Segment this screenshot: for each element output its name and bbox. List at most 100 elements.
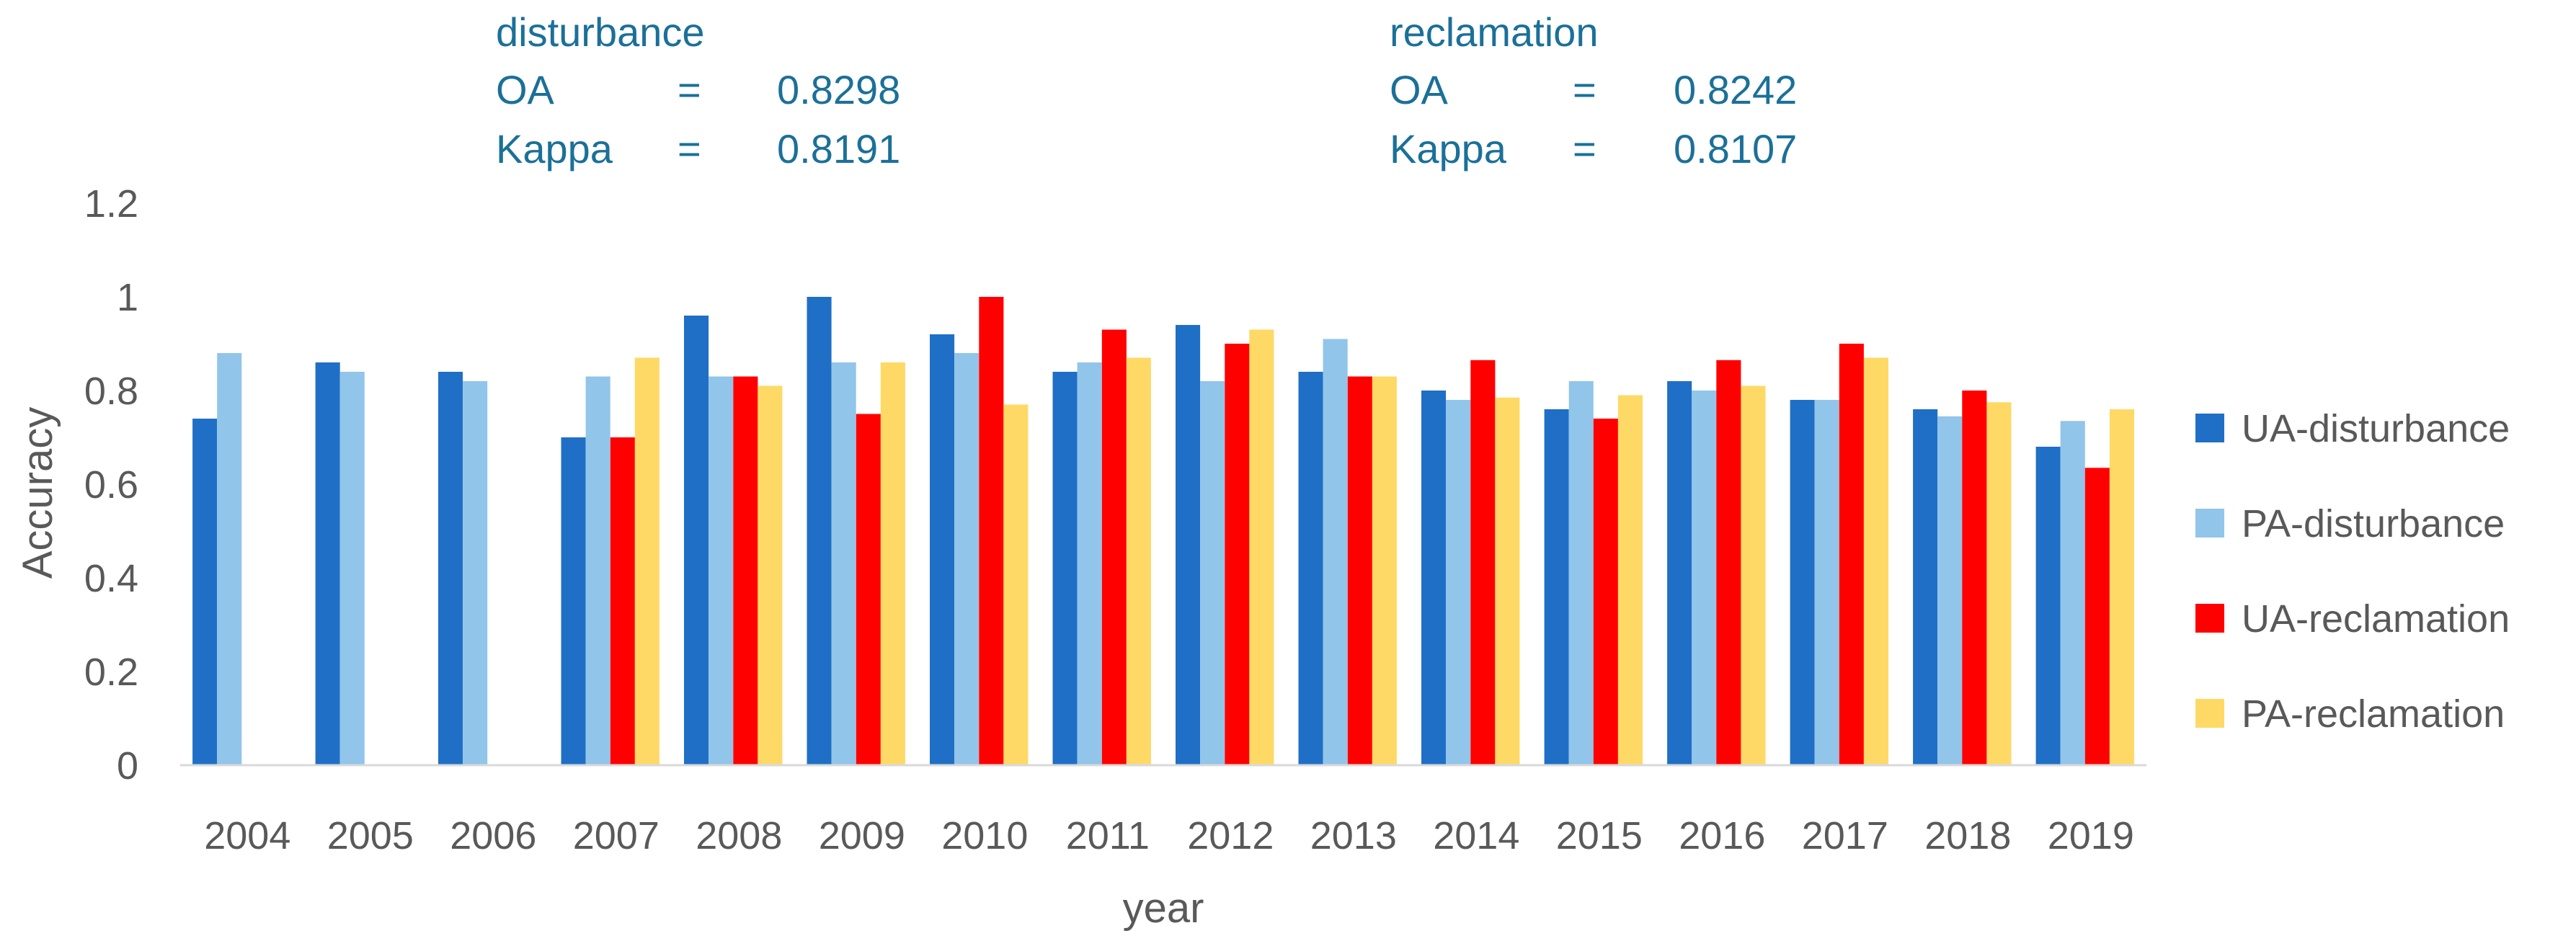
bar-PA-disturbance-2019 [2060,421,2085,766]
bar-UA-reclamation-2017 [1839,344,1864,765]
bar-PA-reclamation-2015 [1617,395,1643,765]
bar-PA-disturbance-2007 [585,376,610,765]
stats-reclamation-oa-value: 0.8242 [1674,67,1797,112]
y-tick-label: 0 [117,744,138,788]
x-tick-label: 2004 [204,814,290,857]
bar-PA-disturbance-2006 [463,381,488,765]
bar-UA-reclamation-2012 [1225,344,1250,765]
x-tick-label: 2015 [1556,814,1643,857]
legend-swatch [2195,699,2224,728]
legend-swatch [2195,604,2224,633]
stats-reclamation-heading: reclamation [1390,9,1598,55]
bar-UA-reclamation-2007 [610,437,635,765]
bar-PA-reclamation-2018 [1986,402,2012,766]
y-tick-label: 0.2 [84,651,138,694]
bar-UA-disturbance-2017 [1790,400,1815,765]
x-axis-ticks: 2004 2005 2006 2007 2008 2009 2010 2011 2012 2013… [204,814,2134,857]
bar-UA-disturbance-2016 [1667,381,1692,765]
bar-PA-reclamation-2011 [1126,357,1151,765]
bar-UA-disturbance-2014 [1421,391,1447,765]
x-tick-label: 2019 [2048,814,2134,857]
bar-PA-disturbance-2018 [1937,416,1963,766]
bar-PA-reclamation-2012 [1249,329,1274,765]
stats-disturbance-kappa-sign: = [678,126,701,171]
bar-PA-reclamation-2008 [758,385,783,765]
bar-UA-disturbance-2009 [807,297,832,765]
bar-PA-disturbance-2008 [709,376,734,765]
bar-PA-disturbance-2004 [217,353,242,765]
legend-swatch [2195,509,2224,538]
y-tick-label: 1.2 [84,182,138,226]
bar-PA-disturbance-2009 [831,362,856,765]
bar-PA-reclamation-2017 [1863,357,1888,765]
x-tick-label: 2005 [327,814,414,857]
y-axis-ticks: 0 0.2 0.4 0.6 0.8 1 1.2 [84,182,138,788]
bar-UA-disturbance-2015 [1544,409,1569,765]
bar-UA-disturbance-2018 [1913,409,1938,765]
bar-UA-disturbance-2010 [930,334,955,765]
y-tick-label: 0.4 [84,557,138,600]
x-tick-label: 2009 [819,814,905,857]
bar-UA-reclamation-2010 [979,297,1004,765]
bar-PA-reclamation-2007 [634,357,659,765]
stats-disturbance-kappa-value: 0.8191 [777,126,900,171]
bar-PA-reclamation-2019 [2109,409,2134,765]
y-tick-label: 0.8 [84,370,138,413]
bar-PA-disturbance-2011 [1077,362,1102,765]
y-axis-title: Accuracy [14,407,61,579]
bar-PA-reclamation-2010 [1003,404,1029,765]
legend-swatch [2195,414,2224,442]
x-tick-label: 2008 [696,814,782,857]
stats-disturbance-oa-label: OA [496,67,555,112]
bar-UA-disturbance-2006 [438,372,463,765]
bar-UA-reclamation-2019 [2084,468,2110,766]
bar-UA-disturbance-2012 [1176,325,1201,765]
bar-PA-reclamation-2013 [1372,376,1397,765]
bar-UA-disturbance-2019 [2035,447,2061,765]
bar-PA-reclamation-2014 [1495,397,1520,766]
bar-UA-disturbance-2005 [315,362,340,765]
stats-reclamation-kappa-label: Kappa [1390,126,1507,171]
stats-disturbance-heading: disturbance [496,9,705,55]
x-tick-label: 2011 [1066,814,1150,857]
x-tick-label: 2013 [1310,814,1397,857]
bar-UA-reclamation-2011 [1101,329,1127,765]
x-tick-label: 2010 [941,814,1028,857]
bar-PA-disturbance-2013 [1323,339,1348,765]
bar-PA-disturbance-2017 [1814,400,1839,765]
stats-disturbance-kappa-label: Kappa [496,126,613,171]
accuracy-stats: disturbance OA = 0.8298 Kappa = 0.8191 r… [496,9,1797,171]
bar-UA-disturbance-2011 [1052,372,1078,765]
x-tick-label: 2018 [1924,814,2011,857]
stats-reclamation-kappa-sign: = [1573,126,1596,171]
bar-UA-reclamation-2014 [1470,360,1496,766]
x-tick-label: 2014 [1433,814,1519,857]
stats-disturbance-oa-value: 0.8298 [777,67,900,112]
bar-UA-disturbance-2008 [684,316,709,765]
x-tick-label: 2006 [450,814,536,857]
bar-PA-disturbance-2005 [339,372,365,765]
bar-UA-reclamation-2018 [1962,391,1987,765]
bar-UA-disturbance-2007 [561,437,586,765]
x-tick-label: 2016 [1679,814,1765,857]
bar-PA-disturbance-2010 [954,353,980,765]
bar-UA-reclamation-2008 [733,376,758,765]
x-tick-label: 2012 [1187,814,1274,857]
bar-PA-disturbance-2014 [1446,400,1471,765]
y-tick-label: 1 [117,276,138,319]
x-tick-label: 2017 [1802,814,1888,857]
legend: UA-disturbance PA-disturbance UA-reclamati… [2195,407,2510,736]
legend-label: UA-reclamation [2242,597,2510,641]
bar-PA-reclamation-2016 [1741,385,1766,765]
legend-label: PA-reclamation [2242,692,2505,736]
bar-UA-reclamation-2015 [1593,419,1618,765]
bar-UA-disturbance-2004 [192,419,218,765]
legend-label: UA-disturbance [2242,407,2510,450]
x-tick-label: 2007 [573,814,659,857]
y-tick-label: 0.6 [84,463,138,507]
bar-PA-disturbance-2015 [1568,381,1594,765]
bar-PA-reclamation-2009 [880,362,905,765]
x-axis-title: year [1123,885,1204,932]
bar-UA-reclamation-2013 [1347,376,1372,765]
